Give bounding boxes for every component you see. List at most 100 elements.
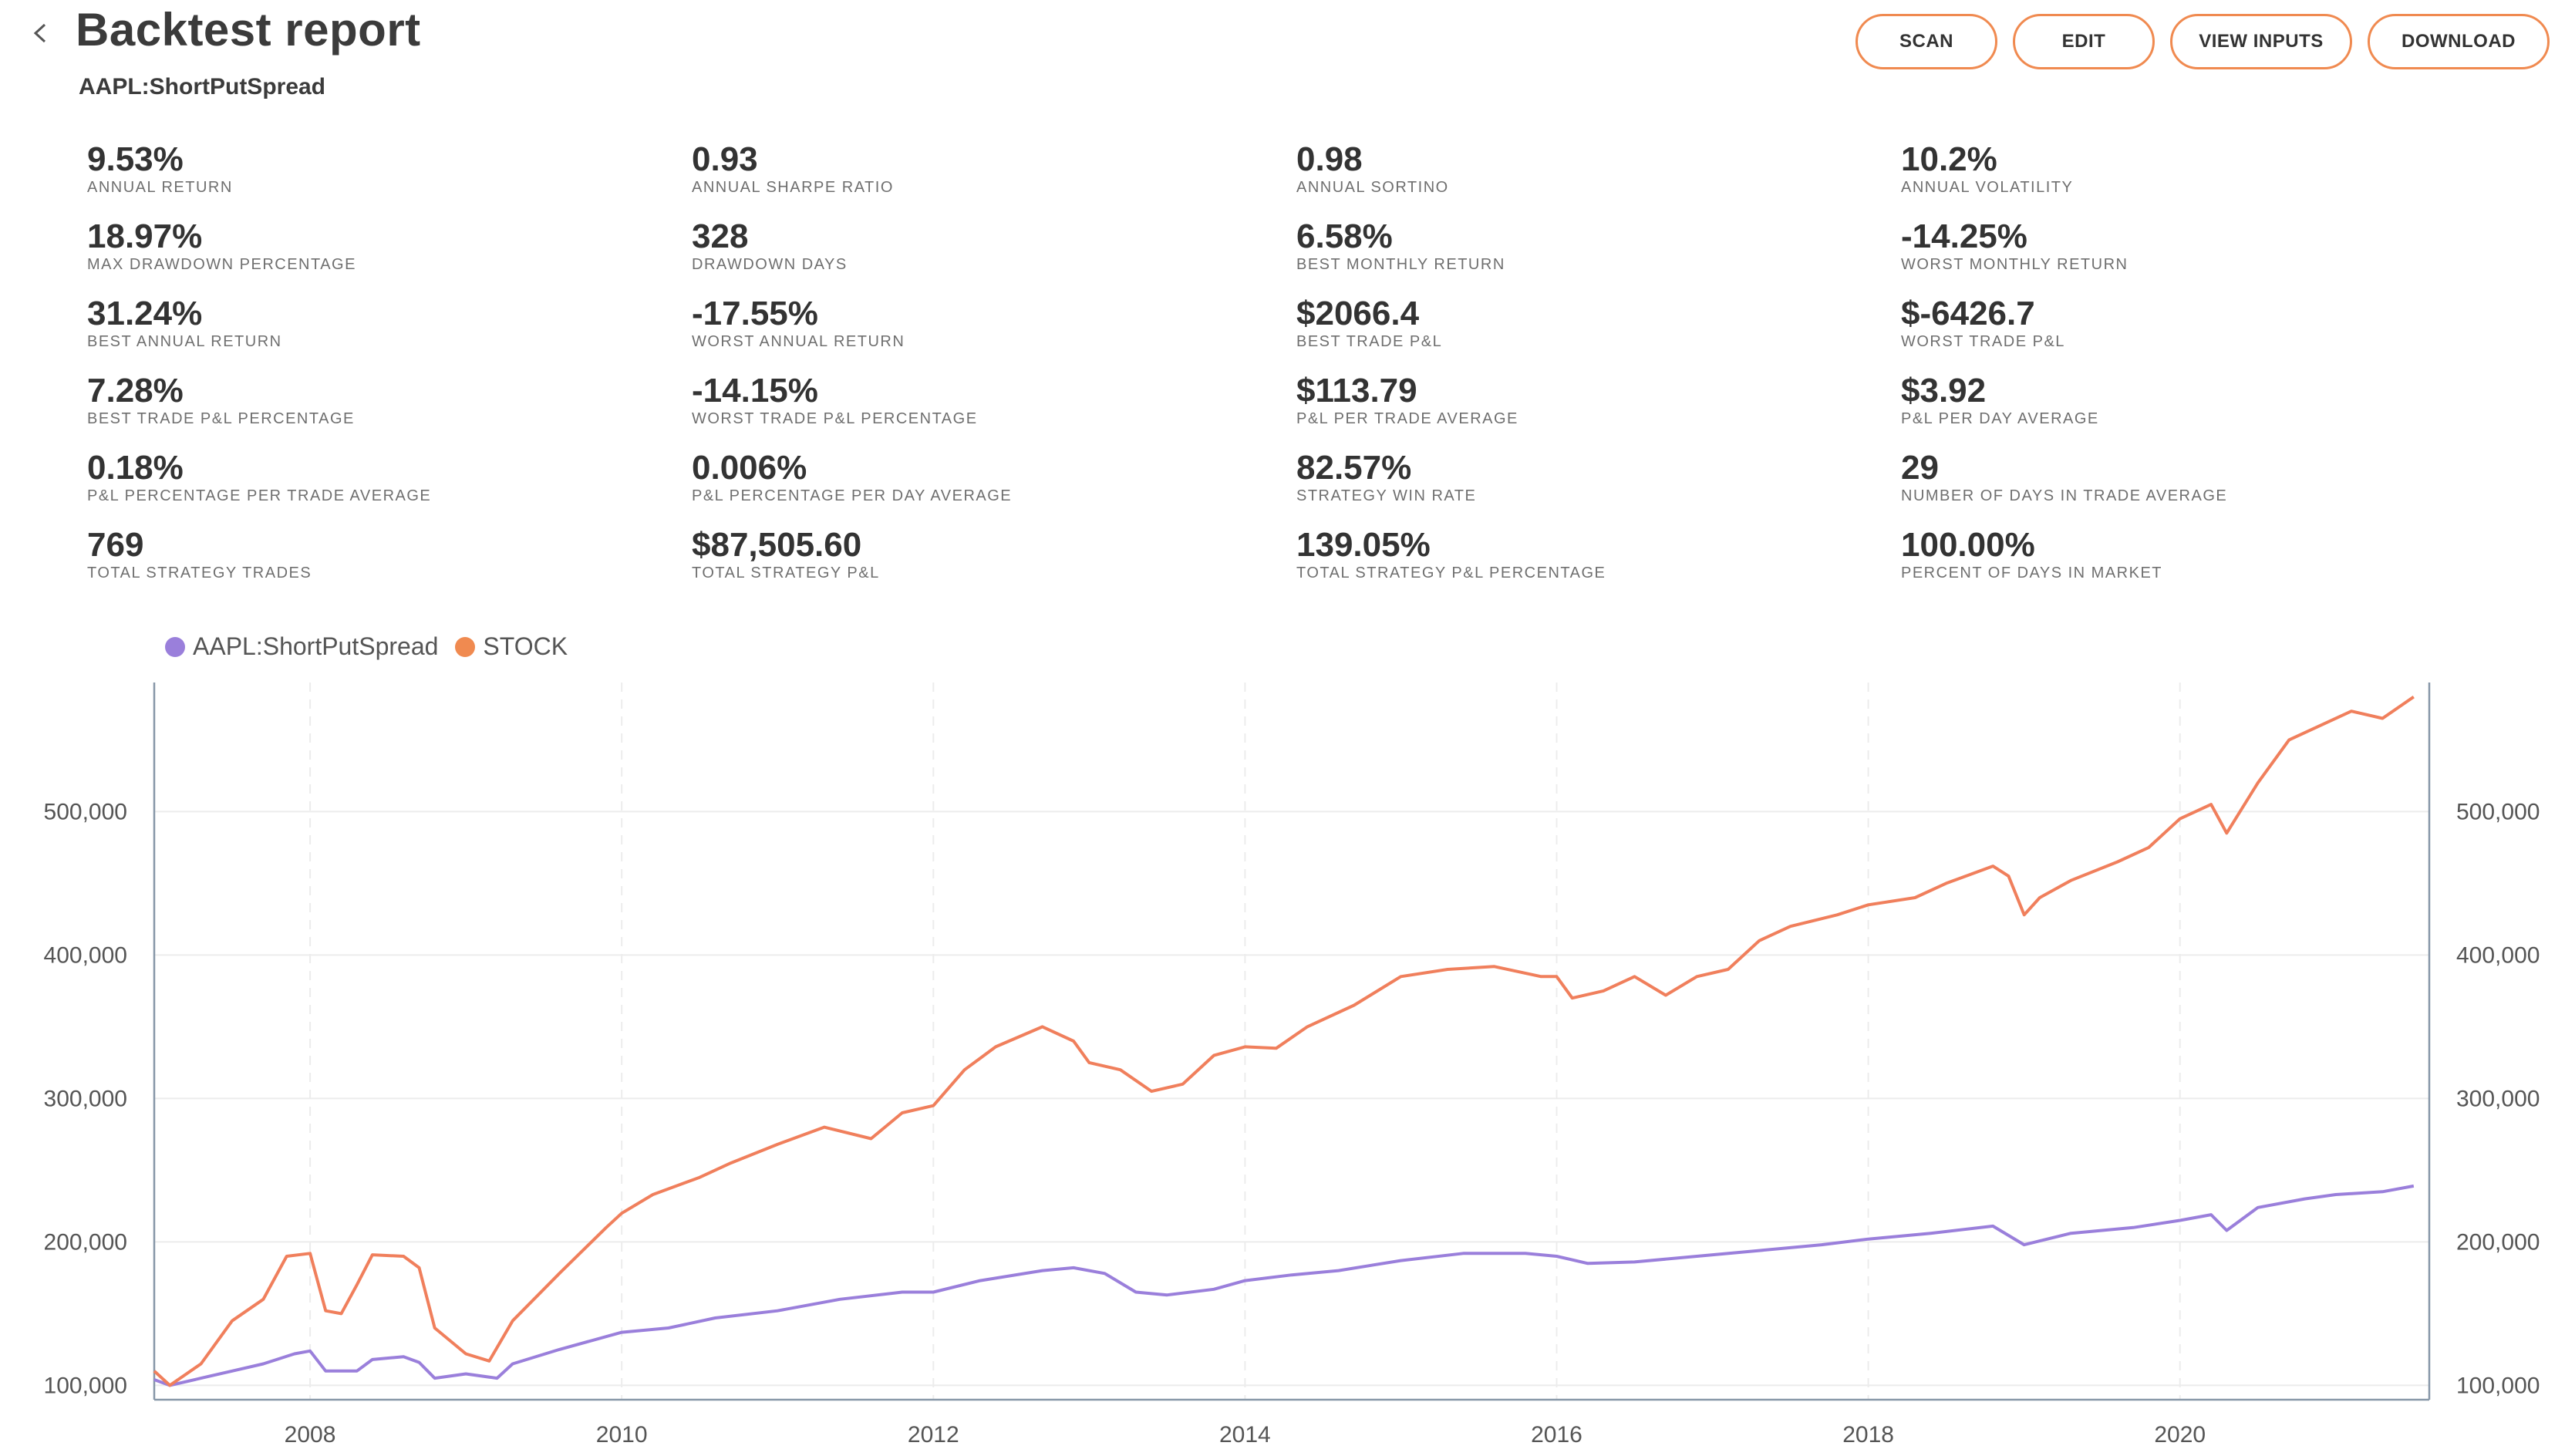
stat-value: 139.05%	[1296, 526, 1431, 564]
stat-item: 7.28% BEST TRADE P&L PERCENTAGE	[87, 373, 692, 450]
stat-value: -14.15%	[692, 372, 818, 410]
action-toolbar: SCAN EDIT VIEW INPUTS DOWNLOAD	[1855, 14, 2550, 69]
y-tick-label-left: 200,000	[44, 1229, 127, 1255]
stat-value: -17.55%	[692, 295, 818, 332]
stat-item: $87,505.60 TOTAL STRATEGY P&L	[692, 527, 1296, 605]
x-tick-label: 2010	[596, 1422, 648, 1448]
stat-item: 82.57% STRATEGY WIN RATE	[1296, 450, 1901, 527]
stat-item: 769 TOTAL STRATEGY TRADES	[87, 527, 692, 605]
stat-item: 139.05% TOTAL STRATEGY P&L PERCENTAGE	[1296, 527, 1901, 605]
stat-value: 769	[87, 526, 144, 564]
page-title: Backtest report	[76, 4, 421, 56]
x-tick-label: 2012	[908, 1422, 959, 1448]
stat-item: $113.79 P&L PER TRADE AVERAGE	[1296, 373, 1901, 450]
series-line-stock	[153, 695, 2415, 1387]
stat-value: 9.53%	[87, 140, 184, 178]
stat-label: ANNUAL SHARPE RATIO	[692, 179, 894, 196]
stat-label: ANNUAL VOLATILITY	[1901, 179, 2074, 196]
legend-item-stock[interactable]: STOCK	[455, 632, 568, 661]
stat-item: -17.55% WORST ANNUAL RETURN	[692, 296, 1296, 373]
y-tick-label-right: 500,000	[2456, 799, 2540, 824]
view-inputs-button[interactable]: VIEW INPUTS	[2170, 14, 2352, 69]
y-tick-label-left: 300,000	[44, 1086, 127, 1111]
performance-chart: 100,000 100,000 200,000 200,000 300,000 300,0…	[44, 682, 2540, 1448]
stat-value: 0.93	[692, 140, 758, 178]
legend-item-strategy[interactable]: AAPL:ShortPutSpread	[165, 632, 438, 661]
stat-value: $87,505.60	[692, 526, 862, 564]
stat-value: 31.24%	[87, 295, 203, 332]
y-tick-label-right: 100,000	[2456, 1373, 2540, 1398]
stat-value: 7.28%	[87, 372, 184, 410]
x-tick-label: 2018	[1842, 1422, 1894, 1448]
stat-item: 10.2% ANNUAL VOLATILITY	[1901, 142, 2441, 219]
strategy-subtitle: AAPL:ShortPutSpread	[79, 74, 326, 99]
stat-value: 100.00%	[1901, 526, 2035, 564]
stat-item: 0.98 ANNUAL SORTINO	[1296, 142, 1901, 219]
stat-item: 6.58% BEST MONTHLY RETURN	[1296, 219, 1901, 296]
stat-item: 18.97% MAX DRAWDOWN PERCENTAGE	[87, 219, 692, 296]
edit-button[interactable]: EDIT	[2013, 14, 2155, 69]
stat-label: P&L PER TRADE AVERAGE	[1296, 410, 1518, 427]
stat-label: BEST TRADE P&L	[1296, 333, 1443, 350]
stat-item: 9.53% ANNUAL RETURN	[87, 142, 692, 219]
stat-value: 328	[692, 217, 749, 255]
stat-item: 0.93 ANNUAL SHARPE RATIO	[692, 142, 1296, 219]
stat-value: $3.92	[1901, 372, 1987, 410]
x-tick-label: 2020	[2154, 1422, 2206, 1448]
y-tick-label-right: 200,000	[2456, 1229, 2540, 1255]
stat-label: P&L PER DAY AVERAGE	[1901, 410, 2099, 427]
stat-label: MAX DRAWDOWN PERCENTAGE	[87, 256, 356, 273]
stat-item: $-6426.7 WORST TRADE P&L	[1901, 296, 2441, 373]
x-tick-label: 2008	[285, 1422, 336, 1448]
stat-label: ANNUAL SORTINO	[1296, 179, 1449, 196]
stat-item: 31.24% BEST ANNUAL RETURN	[87, 296, 692, 373]
stat-item: 29 NUMBER OF DAYS IN TRADE AVERAGE	[1901, 450, 2441, 527]
stat-label: BEST ANNUAL RETURN	[87, 333, 282, 350]
stat-label: PERCENT OF DAYS IN MARKET	[1901, 565, 2163, 581]
stat-label: P&L PERCENTAGE PER DAY AVERAGE	[692, 487, 1013, 504]
stat-label: WORST MONTHLY RETURN	[1901, 256, 2129, 273]
stat-value: 10.2%	[1901, 140, 1997, 178]
stat-value: -14.25%	[1901, 217, 2027, 255]
stat-item: 0.006% P&L PERCENTAGE PER DAY AVERAGE	[692, 450, 1296, 527]
x-tick-label: 2016	[1531, 1422, 1582, 1448]
chevron-left-icon	[33, 23, 46, 43]
stat-item: 0.18% P&L PERCENTAGE PER TRADE AVERAGE	[87, 450, 692, 527]
stat-value: 0.98	[1296, 140, 1363, 178]
stat-label: TOTAL STRATEGY TRADES	[87, 565, 312, 581]
stat-value: 82.57%	[1296, 449, 1412, 487]
legend-label: AAPL:ShortPutSpread	[193, 632, 439, 660]
y-tick-label-left: 100,000	[44, 1373, 127, 1398]
stat-item: $3.92 P&L PER DAY AVERAGE	[1901, 373, 2441, 450]
legend-swatch	[165, 636, 185, 657]
chart-legend: AAPL:ShortPutSpread STOCK	[165, 632, 568, 661]
y-tick-label-right: 400,000	[2456, 942, 2540, 968]
stat-value: $2066.4	[1296, 295, 1420, 332]
y-tick-label-left: 500,000	[44, 799, 127, 824]
stat-label: BEST TRADE P&L PERCENTAGE	[87, 410, 355, 427]
scan-button[interactable]: SCAN	[1855, 14, 1997, 69]
stat-value: 0.18%	[87, 449, 184, 487]
stat-label: ANNUAL RETURN	[87, 179, 233, 196]
stat-label: BEST MONTHLY RETURN	[1296, 256, 1505, 273]
download-button[interactable]: DOWNLOAD	[2368, 14, 2550, 69]
stat-label: P&L PERCENTAGE PER TRADE AVERAGE	[87, 487, 432, 504]
stat-value: $-6426.7	[1901, 295, 2035, 332]
stat-label: WORST TRADE P&L PERCENTAGE	[692, 410, 978, 427]
back-button[interactable]	[25, 14, 56, 52]
stats-grid: 9.53% ANNUAL RETURN 0.93 ANNUAL SHARPE RATI…	[87, 142, 2478, 605]
stat-value: 29	[1901, 449, 1939, 487]
stat-item: 328 DRAWDOWN DAYS	[692, 219, 1296, 296]
y-tick-label-right: 300,000	[2456, 1086, 2540, 1111]
legend-label: STOCK	[483, 632, 568, 660]
legend-swatch	[455, 636, 476, 657]
stat-label: WORST TRADE P&L	[1901, 333, 2065, 350]
stat-value: 18.97%	[87, 217, 203, 255]
stat-item: $2066.4 BEST TRADE P&L	[1296, 296, 1901, 373]
stat-value: $113.79	[1296, 372, 1417, 410]
stat-label: TOTAL STRATEGY P&L	[692, 565, 880, 581]
y-tick-label-left: 400,000	[44, 942, 127, 968]
stat-label: DRAWDOWN DAYS	[692, 256, 848, 273]
series-line-aapl-shortputspread	[153, 1184, 2415, 1387]
x-tick-label: 2014	[1219, 1422, 1271, 1448]
